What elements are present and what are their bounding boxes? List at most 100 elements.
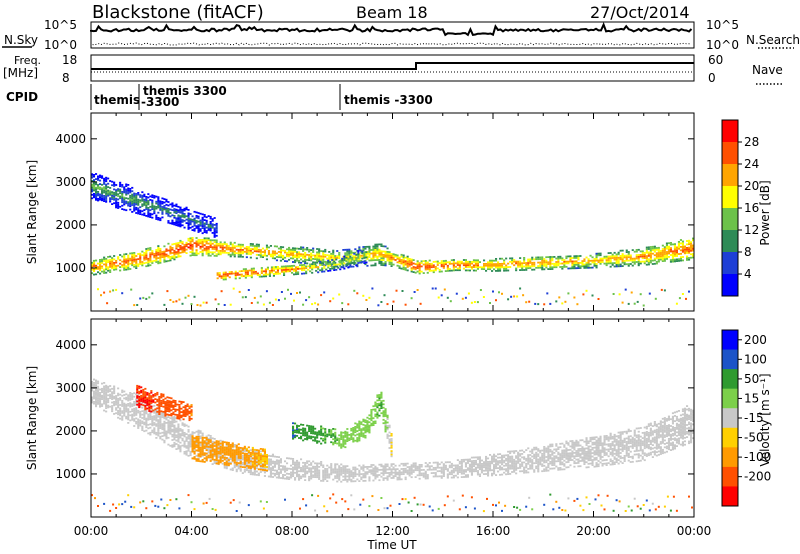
heatmap-cell	[107, 397, 110, 400]
heatmap-cell	[334, 466, 337, 469]
heatmap-cell	[179, 436, 182, 439]
heatmap-cell	[667, 247, 670, 250]
heatmap-cell	[344, 477, 347, 480]
heatmap-cell	[205, 251, 208, 253]
heatmap-cell	[491, 472, 494, 475]
heatmap-cell	[507, 468, 510, 470]
heatmap-cell	[233, 241, 236, 244]
heatmap-cell	[149, 214, 152, 217]
heatmap-cell	[275, 462, 278, 465]
heatmap-cell	[179, 433, 182, 435]
heatmap-cell	[101, 196, 104, 198]
heatmap-cell	[667, 250, 670, 253]
heatmap-cell	[692, 239, 694, 242]
heatmap-cell	[105, 268, 108, 271]
heatmap-cell	[163, 439, 166, 442]
heatmap-cell	[511, 450, 514, 453]
heatmap-cell	[107, 404, 110, 407]
heatmap-cell	[414, 268, 417, 271]
heatmap-cell	[320, 479, 323, 482]
heatmap-cell	[259, 256, 262, 258]
heatmap-cell	[499, 465, 502, 468]
heatmap-cell	[361, 250, 364, 253]
heatmap-cell	[129, 395, 132, 398]
heatmap-cell	[384, 254, 387, 256]
heatmap-cell	[224, 278, 227, 281]
heatmap-cell	[93, 186, 96, 188]
heatmap-cell	[356, 473, 359, 476]
heatmap-cell	[119, 195, 122, 198]
heatmap-cell	[326, 469, 329, 472]
heatmap-cell	[452, 269, 455, 272]
heatmap-cell	[105, 384, 108, 387]
heatmap-cell	[591, 261, 594, 264]
heatmap-cell	[175, 439, 178, 442]
heatmap-cell	[127, 409, 130, 412]
heatmap-cell	[95, 192, 98, 194]
heatmap-cell	[384, 252, 387, 255]
heatmap-cell	[171, 433, 174, 436]
heatmap-cell	[125, 405, 128, 408]
heatmap-cell	[487, 474, 490, 477]
heatmap-cell	[553, 467, 556, 470]
heatmap-cell	[195, 245, 198, 248]
heatmap-cell	[561, 262, 564, 265]
heatmap-cell	[378, 259, 381, 261]
heatmap-cell	[189, 445, 192, 448]
heatmap-cell	[378, 253, 381, 256]
heatmap-cell	[543, 268, 546, 271]
heatmap-cell	[531, 268, 534, 271]
heatmap-cell	[163, 208, 166, 211]
heatmap-cell	[111, 264, 114, 266]
heatmap-cell	[133, 201, 136, 203]
heatmap-cell	[296, 259, 299, 262]
heatmap-cell	[298, 260, 301, 262]
heatmap-cell	[458, 460, 461, 463]
heatmap-cell	[561, 456, 564, 459]
heatmap-cell	[297, 271, 300, 274]
heatmap-cell	[249, 462, 252, 465]
heatmap-cell	[99, 176, 102, 179]
heatmap-cell	[669, 259, 672, 261]
heatmap-cell	[569, 260, 572, 263]
heatmap-cell	[191, 433, 194, 435]
heatmap-cell	[485, 464, 488, 467]
heatmap-cell	[157, 262, 160, 265]
heatmap-cell	[113, 185, 116, 187]
heatmap-cell	[159, 427, 162, 429]
heatmap-cell	[334, 471, 337, 474]
heatmap-cell	[197, 231, 200, 233]
heatmap-cell	[537, 261, 540, 264]
heatmap-cell	[372, 245, 375, 248]
heatmap-cell	[438, 270, 441, 273]
heatmap-cell	[330, 473, 333, 476]
heatmap-cell	[344, 479, 347, 481]
heatmap-cell	[661, 253, 664, 256]
heatmap-cell	[97, 184, 100, 186]
heatmap-cell	[563, 459, 566, 462]
heatmap-cell	[175, 219, 178, 221]
heatmap-cell	[91, 265, 94, 268]
heatmap-cell	[181, 249, 184, 252]
heatmap-cell	[362, 464, 365, 467]
heatmap-cell	[446, 264, 449, 267]
heatmap-cell	[338, 472, 341, 474]
heatmap-cell	[428, 270, 431, 272]
heatmap-cell	[577, 267, 580, 269]
heatmap-cell	[207, 247, 210, 250]
heatmap-cell	[296, 247, 299, 250]
heatmap-cell	[267, 250, 270, 252]
heatmap-cell	[444, 261, 447, 264]
heatmap-cell	[631, 261, 634, 264]
heatmap-cell	[370, 472, 373, 475]
heatmap-cell	[187, 215, 190, 218]
heatmap-cell	[541, 256, 544, 259]
heatmap-cell	[153, 404, 156, 407]
heatmap-cell	[115, 407, 118, 409]
heatmap-cell	[270, 269, 273, 272]
heatmap-cell	[635, 254, 638, 256]
heatmap-cell	[420, 464, 423, 466]
heatmap-cell	[197, 220, 200, 223]
heatmap-cell	[665, 247, 668, 250]
heatmap-cell	[558, 296, 561, 299]
